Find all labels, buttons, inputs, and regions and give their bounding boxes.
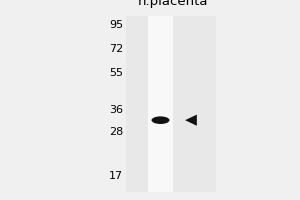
- Text: h.placenta: h.placenta: [137, 0, 208, 8]
- Bar: [148, 16, 173, 192]
- Text: 55: 55: [109, 68, 123, 78]
- Polygon shape: [185, 115, 197, 126]
- Text: 28: 28: [109, 127, 123, 137]
- Ellipse shape: [152, 116, 169, 124]
- Text: 17: 17: [109, 171, 123, 181]
- Text: 36: 36: [109, 105, 123, 115]
- Bar: [126, 16, 216, 192]
- Text: 95: 95: [109, 20, 123, 30]
- Text: 72: 72: [109, 44, 123, 54]
